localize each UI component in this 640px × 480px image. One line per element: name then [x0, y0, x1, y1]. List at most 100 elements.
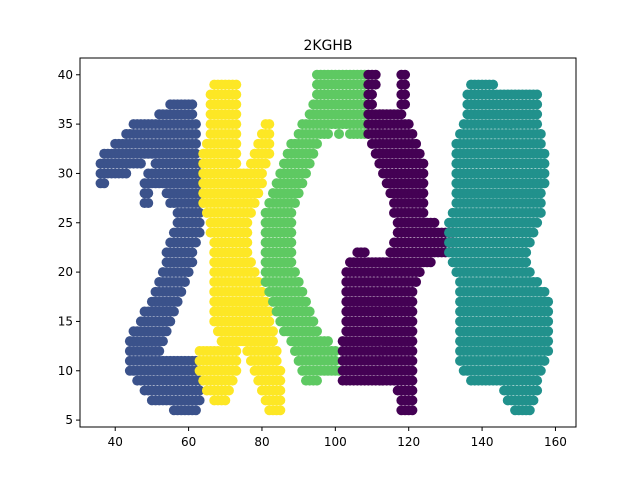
scatter-point: [286, 207, 297, 218]
scatter-point: [407, 286, 418, 297]
scatter-point: [367, 99, 378, 110]
scatter-point: [143, 188, 154, 199]
scatter-point: [187, 247, 198, 258]
scatter-point: [165, 316, 176, 327]
scatter-point: [414, 267, 425, 278]
scatter-point: [293, 188, 304, 199]
scatter-point: [256, 178, 267, 189]
scatter-point: [187, 257, 198, 268]
scatter-point: [267, 336, 278, 347]
scatter-point: [532, 276, 543, 287]
scatter-point: [396, 109, 407, 120]
scatter-point: [176, 286, 187, 297]
scatter-point: [194, 385, 205, 396]
scatter-point: [293, 276, 304, 287]
scatter-point: [535, 207, 546, 218]
scatter-point: [543, 296, 554, 307]
scatter-point: [407, 385, 418, 396]
scatter-point: [407, 326, 418, 337]
scatter-point: [407, 355, 418, 366]
scatter-point: [231, 89, 242, 100]
scatter-point: [231, 355, 242, 366]
scatter-point: [190, 119, 201, 130]
scatter-point: [194, 217, 205, 228]
scatter-point: [271, 346, 282, 357]
scatter-point: [429, 217, 440, 228]
scatter-point: [264, 119, 275, 130]
scatter-point: [407, 128, 418, 139]
scatter-point: [231, 99, 242, 110]
scatter-point: [194, 227, 205, 238]
scatter-point: [227, 375, 238, 386]
scatter-point: [539, 286, 550, 297]
scatter-point: [256, 286, 267, 297]
scatter-point: [539, 148, 550, 159]
y-tick-label: 10: [58, 364, 73, 378]
scatter-point: [330, 355, 341, 366]
y-tick-label: 35: [58, 117, 73, 131]
scatter-point: [190, 128, 201, 139]
x-tick-label: 160: [544, 435, 567, 449]
scatter-point: [286, 227, 297, 238]
x-tick-label: 120: [397, 435, 420, 449]
scatter-point: [187, 109, 198, 120]
scatter-point: [264, 316, 275, 327]
scatter-point: [539, 178, 550, 189]
scatter-point: [411, 138, 422, 149]
scatter-point: [532, 119, 543, 130]
scatter-point: [183, 267, 194, 278]
scatter-point: [161, 326, 172, 337]
scatter-point: [286, 257, 297, 268]
scatter-point: [539, 355, 550, 366]
scatter-point: [407, 365, 418, 376]
scatter-point: [543, 336, 554, 347]
scatter-point: [488, 79, 499, 90]
scatter-point: [249, 267, 260, 278]
scatter-point: [524, 267, 535, 278]
scatter-point: [194, 395, 205, 406]
scatter-point: [304, 158, 315, 169]
scatter-point: [359, 247, 370, 258]
scatter-point: [154, 346, 165, 357]
scatter-point: [407, 405, 418, 416]
y-tick-label: 5: [65, 413, 73, 427]
scatter-point: [532, 99, 543, 110]
scatter-point: [323, 336, 333, 347]
scatter-point: [532, 109, 543, 120]
scatter-point: [367, 89, 378, 100]
scatter-point: [286, 217, 297, 228]
scatter-point: [407, 336, 418, 347]
scatter-point: [407, 296, 418, 307]
scatter-point: [253, 188, 264, 199]
scatter-point: [256, 168, 267, 179]
scatter-point: [543, 316, 554, 327]
plot-frame: [79, 57, 577, 428]
scatter-point: [253, 276, 264, 287]
scatter-point: [231, 138, 242, 149]
scatter-point: [297, 286, 308, 297]
scatter-point: [521, 247, 532, 258]
scatter-point: [528, 227, 539, 238]
scatter-point: [370, 69, 381, 80]
scatter-point: [231, 148, 242, 159]
scatter-point: [271, 355, 282, 366]
scatter-point: [231, 128, 242, 139]
scatter-point: [223, 385, 234, 396]
chart-title: 2KGHB: [303, 38, 352, 54]
scatter-point: [308, 148, 319, 159]
scatter-point: [267, 326, 278, 337]
scatter-point: [535, 128, 546, 139]
scatter-point: [260, 296, 271, 307]
scatter-point: [308, 316, 319, 327]
x-tick-label: 140: [471, 435, 494, 449]
scatter-point: [190, 237, 201, 248]
scatter-point: [418, 207, 429, 218]
y-tick-label: 20: [58, 265, 73, 279]
scatter-point: [245, 257, 256, 268]
scatter-point: [179, 276, 190, 287]
scatter-point: [194, 207, 205, 218]
scatter-point: [543, 306, 554, 317]
scatter-point: [286, 237, 297, 248]
scatter-point: [231, 158, 242, 169]
